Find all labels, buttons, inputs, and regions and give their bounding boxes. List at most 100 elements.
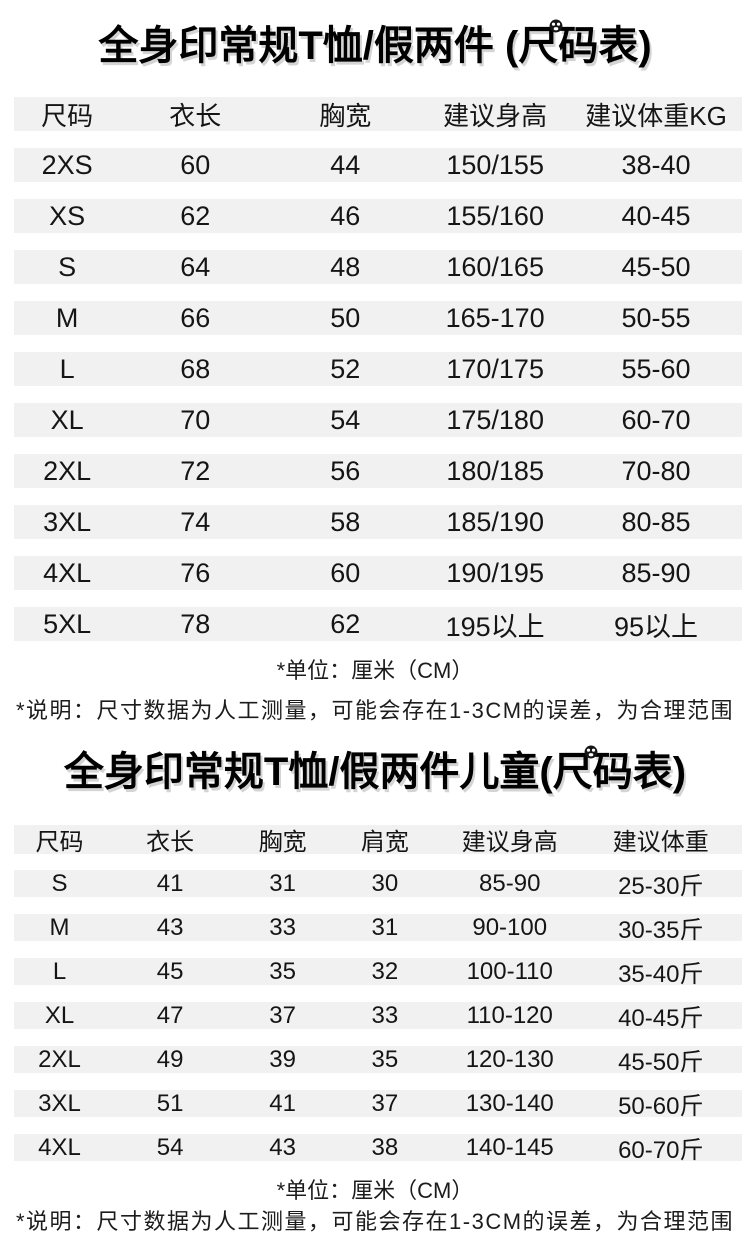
table-cell: 43 <box>269 1133 296 1161</box>
table-cell: 90-100 <box>472 913 548 941</box>
kids-title-prefix: 全身印常规T恤/假两件儿童( <box>63 750 553 794</box>
table-cell: 45-50 <box>621 251 691 282</box>
header-cell: 尺码 <box>41 100 94 131</box>
table-row: XL 70 54 175/180 60-70 <box>14 403 742 437</box>
table-cell: 46 <box>330 200 361 231</box>
table-cell: 100-110 <box>466 957 553 985</box>
table-cell: 40-45 <box>621 200 691 231</box>
table-cell: 2XL <box>38 1045 81 1073</box>
table-cell: 170/175 <box>446 353 544 384</box>
panda-badge-icon <box>584 745 598 759</box>
table-cell: 32 <box>371 957 399 985</box>
table-cell: 31 <box>269 869 296 897</box>
table-cell: 4XL <box>38 1133 81 1161</box>
table-cell: 60-70 <box>621 404 691 435</box>
table-cell: 85-90 <box>479 869 541 897</box>
table-cell: 3XL <box>38 1089 81 1117</box>
header-cell: 建议身高 <box>443 100 548 131</box>
kids-title-size-char: 尺 <box>552 750 593 794</box>
table-row: M 43 33 31 90-100 30-35斤 <box>14 913 742 944</box>
table-cell: 175/180 <box>446 404 544 435</box>
table-cell: 30-35斤 <box>618 917 704 944</box>
header-cell: 肩宽 <box>360 829 409 856</box>
table-cell: 60 <box>180 149 211 180</box>
kids-unit-note: *单位：厘米（CM） <box>276 1178 474 1203</box>
header-cell: 胸宽 <box>258 829 307 856</box>
table-cell: 190/195 <box>446 557 544 588</box>
table-cell: 66 <box>180 302 211 333</box>
table-cell: 3XL <box>43 506 92 537</box>
table-cell: 62 <box>330 608 361 639</box>
table-cell: 4XL <box>43 557 92 588</box>
table-cell: 76 <box>180 557 211 588</box>
kids-title-suffix: 码表) <box>592 750 687 794</box>
table-row: 4XL 54 43 38 140-145 60-70斤 <box>14 1133 742 1164</box>
table-cell: 33 <box>371 1001 399 1029</box>
kids-disclaimer-note: *说明：尺寸数据为人工测量，可能会存在1-3CM的误差，为合理范围 <box>15 1209 735 1234</box>
adult-chart-title: 全身印常规T恤/假两件 (尺 码表) <box>0 0 750 72</box>
table-cell: 2XL <box>43 455 92 486</box>
header-cell: 尺码 <box>35 829 84 856</box>
table-cell: 5XL <box>43 608 92 639</box>
header-row: 尺码 衣长 胸宽 建议身高 建议体重KG <box>14 97 742 131</box>
table-cell: 45 <box>156 957 184 985</box>
table-cell: 185/190 <box>446 506 544 537</box>
table-cell: 33 <box>269 913 296 941</box>
table-cell: 49 <box>156 1045 184 1073</box>
adult-title-suffix: 码表) <box>558 24 652 68</box>
kids-title-size-char-wrap: 尺 <box>552 745 598 798</box>
table-row: 5XL 78 62 195以上 95以上 <box>14 607 742 642</box>
panda-badge-icon <box>549 19 563 33</box>
table-row: 2XL 49 39 35 120-130 45-50斤 <box>14 1045 742 1076</box>
table-cell: L <box>52 957 67 985</box>
adult-size-table: 尺码 衣长 胸宽 建议身高 建议体重KG 2XS 60 44 150/155 38-40 XS 62 4… <box>14 97 742 642</box>
table-cell: 54 <box>330 404 361 435</box>
table-cell: 62 <box>180 200 211 231</box>
table-cell: 70 <box>180 404 211 435</box>
table-cell: 38-40 <box>621 149 691 180</box>
table-cell: 48 <box>330 251 361 282</box>
header-cell: 胸宽 <box>319 100 372 131</box>
table-cell: 110-120 <box>466 1001 553 1029</box>
table-cell: 50-60斤 <box>618 1093 704 1120</box>
table-cell: 130-140 <box>465 1089 554 1117</box>
table-cell: 56 <box>330 455 361 486</box>
table-cell: 38 <box>371 1133 399 1161</box>
table-cell: 58 <box>330 506 361 537</box>
table-cell: 25-30斤 <box>618 873 704 900</box>
table-cell: 150/155 <box>446 149 544 180</box>
table-cell: S <box>51 869 68 897</box>
table-cell: 74 <box>180 506 211 537</box>
table-row: 2XS 60 44 150/155 38-40 <box>14 148 742 182</box>
table-cell: 40-45斤 <box>618 1005 704 1032</box>
table-cell: XL <box>50 404 84 435</box>
header-cell: 衣长 <box>146 829 195 856</box>
table-cell: L <box>59 353 75 384</box>
table-cell: 120-130 <box>465 1045 554 1073</box>
header-cell: 建议体重KG <box>585 100 727 131</box>
table-cell: XL <box>44 1001 75 1029</box>
table-row: L 45 35 32 100-110 35-40斤 <box>14 957 742 988</box>
header-row: 尺码 衣长 胸宽 肩宽 建议身高 建议体重 <box>14 825 742 856</box>
table-cell: M <box>55 302 79 333</box>
adult-title-size-char: 尺 <box>518 24 559 68</box>
table-cell: 45-50斤 <box>618 1049 704 1076</box>
table-cell: 80-85 <box>621 506 691 537</box>
table-cell: 54 <box>156 1133 184 1161</box>
table-cell: 78 <box>180 608 211 639</box>
table-cell: 160/165 <box>446 251 544 282</box>
table-cell: M <box>49 913 70 941</box>
table-row: S 41 31 30 85-90 25-30斤 <box>14 869 742 900</box>
header-cell: 建议体重 <box>612 829 709 856</box>
table-cell: 41 <box>269 1089 296 1117</box>
table-cell: 39 <box>269 1045 296 1073</box>
table-cell: 35 <box>269 957 296 985</box>
table-cell: XS <box>49 200 86 231</box>
table-cell: 155/160 <box>446 200 544 231</box>
table-cell: 70-80 <box>621 455 691 486</box>
table-cell: 165-170 <box>445 302 545 333</box>
table-cell: 55-60 <box>621 353 691 384</box>
table-cell: 180/185 <box>446 455 544 486</box>
adult-disclaimer-note: *说明：尺寸数据为人工测量，可能会存在1-3CM的误差，为合理范围 <box>15 698 735 723</box>
